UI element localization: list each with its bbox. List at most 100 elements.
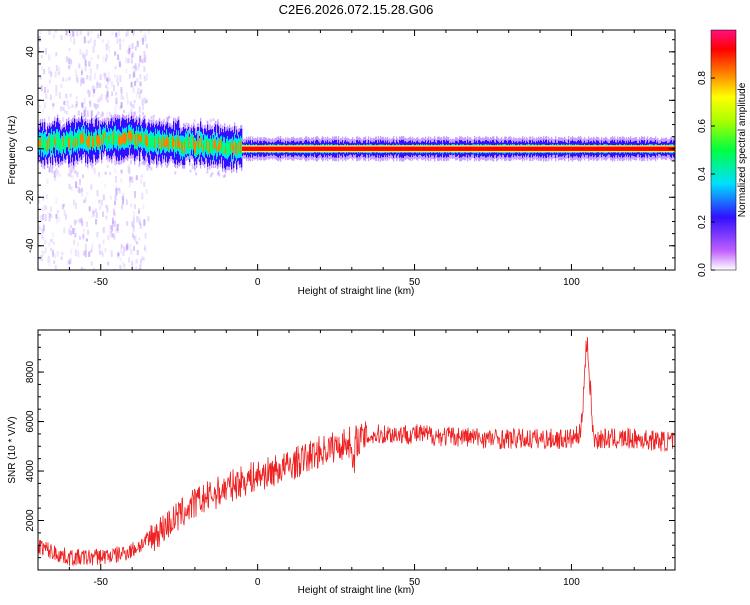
spectrogram-cell <box>77 138 79 146</box>
spectrogram-cell <box>267 146 269 151</box>
noise-speck <box>106 79 109 85</box>
spectrogram-cell <box>143 135 145 144</box>
noise-speck <box>83 97 86 105</box>
spectrogram-cell <box>280 146 282 151</box>
snr-x-tick-label: -50 <box>94 577 109 588</box>
spectrogram-cell <box>585 146 587 151</box>
noise-speck <box>125 91 128 99</box>
noise-speck <box>134 113 137 119</box>
spectrogram-cell <box>366 146 368 151</box>
noise-speck <box>113 200 116 206</box>
noise-speck <box>126 98 129 105</box>
spectrogram-cell <box>441 146 443 151</box>
spectrogram-x-tick-label: 50 <box>409 277 421 288</box>
spectrogram-cell <box>372 146 374 151</box>
spectrogram-cell <box>356 146 358 151</box>
noise-speck <box>83 199 86 204</box>
spectrogram-cell <box>314 146 316 151</box>
spectrogram-cell <box>324 146 326 151</box>
noise-speck <box>143 51 146 57</box>
noise-speck <box>162 118 165 122</box>
spectrogram-cell <box>348 146 350 151</box>
spectrogram-cell <box>203 144 205 153</box>
noise-speck <box>109 225 112 229</box>
noise-speck <box>139 264 142 270</box>
spectrogram-cell <box>490 146 492 151</box>
spectrogram-cell <box>319 146 321 151</box>
noise-speck <box>55 219 58 224</box>
noise-speck <box>75 219 78 224</box>
spectrogram-cell <box>78 133 80 141</box>
spectrogram-cell <box>586 146 588 151</box>
spectrogram-cell <box>221 140 223 149</box>
noise-speck <box>47 255 50 260</box>
snr-line <box>38 337 675 567</box>
spectrogram-cell <box>198 136 200 149</box>
spectrogram-cell <box>283 146 285 151</box>
noise-speck <box>70 248 73 255</box>
noise-speck <box>87 165 90 171</box>
noise-speck <box>130 159 133 165</box>
spectrogram-cell <box>307 146 309 151</box>
noise-speck <box>120 89 123 95</box>
spectrogram-cell <box>530 146 532 151</box>
spectrogram-cell <box>211 141 213 153</box>
spectrogram-cell <box>622 146 624 151</box>
noise-speck <box>74 249 77 256</box>
noise-speck <box>45 47 48 55</box>
noise-speck <box>106 117 109 122</box>
spectrogram-cell <box>180 142 182 152</box>
noise-speck <box>81 68 84 73</box>
spectrogram-cell <box>57 135 59 144</box>
noise-speck <box>132 72 135 78</box>
noise-speck <box>120 244 123 249</box>
spectrogram-cell <box>171 138 173 146</box>
spectrogram-cell <box>177 137 179 149</box>
noise-speck <box>54 176 57 181</box>
spectrogram-x-axis-label: Height of straight line (km) <box>298 286 415 297</box>
spectrogram-cell <box>421 146 423 151</box>
spectrogram-cell <box>511 146 513 151</box>
spectrogram-cell <box>147 137 149 147</box>
noise-speck <box>107 156 110 163</box>
noise-speck <box>93 102 96 108</box>
spectrogram-cell <box>96 134 98 144</box>
spectrogram-cell <box>343 146 345 151</box>
noise-speck <box>126 221 129 226</box>
spectrogram-cell <box>281 146 283 151</box>
spectrogram-cell <box>308 146 310 151</box>
noise-speck <box>83 36 86 44</box>
noise-speck <box>41 108 44 114</box>
spectrogram-cell <box>489 146 491 151</box>
spectrogram-cell <box>462 146 464 151</box>
spectrogram-cell <box>587 146 589 151</box>
snr-x-axis: -50 0 50 100 <box>37 330 667 588</box>
noise-speck <box>109 228 112 234</box>
noise-speck <box>143 97 146 104</box>
noise-speck <box>73 199 76 206</box>
noise-speck <box>109 112 112 117</box>
noise-speck <box>136 215 139 223</box>
spectrogram-cell <box>548 146 550 151</box>
spectrogram-cell <box>250 146 252 151</box>
noise-speck <box>38 199 41 204</box>
spectrogram-cell <box>602 146 604 151</box>
spectrogram-band <box>38 112 675 174</box>
spectrogram-cell <box>667 146 669 151</box>
noise-speck <box>74 232 77 238</box>
noise-speck <box>92 117 95 125</box>
noise-speck <box>135 93 138 99</box>
spectrogram-cell <box>377 146 379 151</box>
spectrogram-cell <box>257 146 259 151</box>
spectrogram-cell <box>231 145 233 156</box>
noise-speck <box>92 89 95 94</box>
spectrogram-cell <box>389 146 391 151</box>
spectrogram-cell <box>432 146 434 151</box>
noise-speck <box>75 101 78 106</box>
spectrogram-cell <box>648 146 650 151</box>
spectrogram-cell <box>512 146 514 151</box>
spectrogram-cell <box>640 146 642 151</box>
spectrogram-cell <box>491 146 493 151</box>
noise-speck <box>126 244 129 250</box>
spectrogram-cell <box>665 146 667 151</box>
